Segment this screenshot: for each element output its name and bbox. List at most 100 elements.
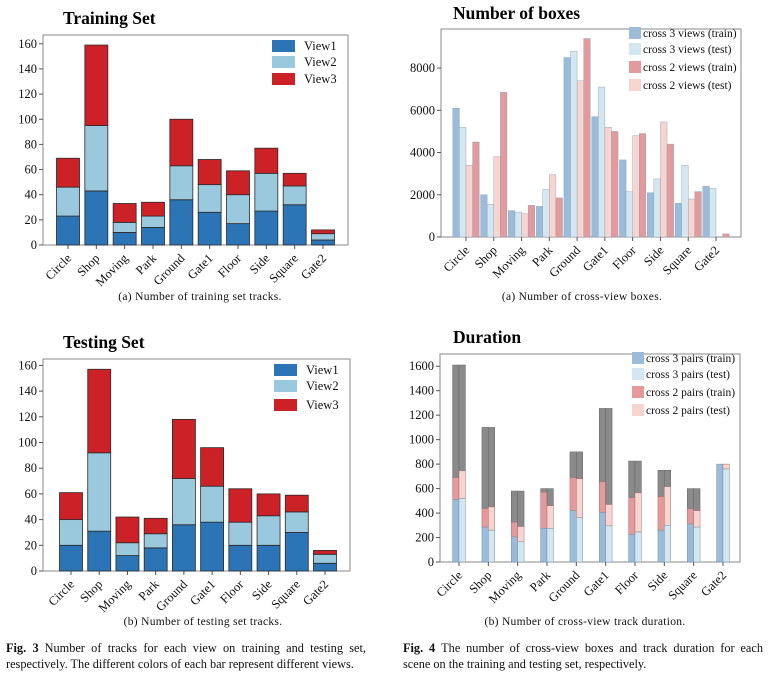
y-tick-label: 0	[31, 564, 37, 578]
bar-segment-view3	[112, 203, 137, 223]
bar-cross3	[458, 498, 466, 563]
bar-total	[599, 408, 606, 483]
fig4-caption: Fig. 4 The number of cross-view boxes and…	[403, 640, 763, 672]
x-tick-label: Gate1	[580, 243, 611, 274]
x-tick-label: Gate1	[581, 568, 612, 599]
fig3-label: Fig. 3	[6, 641, 39, 655]
bar-cross2	[540, 492, 548, 529]
bar	[694, 191, 702, 238]
bar	[465, 165, 473, 238]
x-tick-label: Gate2	[300, 577, 331, 608]
bar	[639, 133, 647, 238]
bar	[598, 86, 606, 238]
fig3-caption: Fig. 3 Number of tracks for each view on …	[6, 640, 366, 672]
bar-segment-view2	[143, 533, 168, 549]
bar	[459, 126, 467, 238]
bar	[674, 203, 682, 238]
legend-swatch	[632, 404, 644, 416]
bar-cross3	[716, 463, 724, 563]
bar-segment-view3	[143, 517, 168, 535]
bar-total	[511, 490, 518, 523]
x-tick-label: Square	[665, 568, 700, 603]
bar-segment-view2	[254, 172, 279, 212]
bar-segment-view1	[141, 226, 165, 246]
subfigure-caption: (a) Number of training set tracks.	[118, 291, 281, 303]
bar-cross2	[511, 521, 518, 538]
legend-label: cross 2 pairs (train)	[646, 387, 735, 399]
y-tick-label: 0	[429, 230, 435, 244]
legend-swatch	[274, 364, 297, 376]
fig4-label: Fig. 4	[403, 641, 436, 655]
bar	[500, 92, 508, 238]
bar	[681, 165, 689, 238]
bar	[514, 211, 522, 238]
bar	[619, 159, 627, 238]
y-tick-label: 100	[18, 112, 37, 126]
bar-cross2	[488, 506, 495, 531]
bar-segment-view1	[200, 521, 225, 572]
bar-segment-view2	[59, 519, 83, 546]
bar-segment-view3	[226, 170, 250, 196]
legend-swatch	[632, 368, 644, 380]
bar-segment-view1	[115, 555, 140, 572]
bar-segment-view2	[226, 194, 250, 225]
y-tick-label: 200	[415, 531, 434, 545]
bar	[604, 126, 612, 238]
x-tick-label: Ground	[546, 568, 583, 605]
legend-swatch	[629, 27, 641, 39]
y-tick-label: 20	[25, 213, 38, 227]
bar-segment-view2	[112, 221, 137, 233]
bar-segment-view2	[282, 185, 307, 206]
bar-segment-view1	[313, 562, 337, 572]
y-tick-label: 140	[18, 384, 37, 398]
bar-total	[634, 460, 642, 494]
legend-swatch	[274, 380, 297, 392]
y-tick-label: 20	[25, 538, 38, 552]
bar	[508, 210, 516, 238]
bar-segment-view1	[87, 530, 112, 572]
bar-cross3	[628, 534, 636, 563]
bar-segment-view3	[115, 516, 140, 544]
bar-segment-view3	[284, 494, 309, 513]
y-tick-label: 6000	[410, 103, 435, 117]
bar-segment-view2	[84, 125, 109, 192]
bar-segment-view2	[284, 511, 309, 533]
bar-total	[657, 469, 665, 497]
bar-cross2	[458, 470, 466, 499]
subfigure-caption: (a) Number of cross-view boxes.	[502, 291, 662, 303]
y-tick-label: 8000	[410, 61, 435, 75]
y-tick-label: 400	[415, 506, 434, 520]
bar-segment-view1	[169, 199, 194, 246]
bar-total	[540, 488, 548, 493]
legend-label: View3	[306, 398, 339, 412]
bar-segment-view3	[254, 147, 279, 174]
y-tick-label: 100	[18, 436, 37, 450]
bar	[480, 194, 488, 238]
bar-segment-view2	[197, 184, 222, 213]
x-tick-label: Square	[266, 251, 301, 286]
bar-segment-view2	[171, 478, 196, 526]
bar-segment-view1	[143, 547, 168, 572]
y-tick-label: 2000	[410, 188, 435, 202]
x-tick-label: Moving	[93, 251, 131, 289]
bar-cross3	[481, 526, 489, 563]
subfigure-caption: (b) Number of testing set tracks.	[124, 616, 283, 628]
x-tick-label: Floor	[610, 243, 640, 273]
bar	[576, 80, 584, 238]
legend-swatch	[632, 352, 644, 364]
bar-total	[605, 408, 613, 505]
bar-cross3	[693, 526, 701, 563]
legend-swatch	[632, 386, 644, 398]
bar-cross3	[540, 528, 548, 563]
bar-segment-view2	[200, 485, 225, 523]
y-tick-label: 4000	[410, 146, 435, 160]
x-tick-label: Ground	[151, 251, 188, 288]
bar-segment-view3	[141, 201, 165, 217]
y-tick-label: 1400	[409, 384, 434, 398]
y-tick-label: 120	[18, 87, 37, 101]
legend-swatch	[272, 73, 295, 85]
x-tick-label: Square	[660, 243, 695, 278]
bar	[591, 116, 599, 238]
bar-segment-view3	[256, 493, 281, 517]
